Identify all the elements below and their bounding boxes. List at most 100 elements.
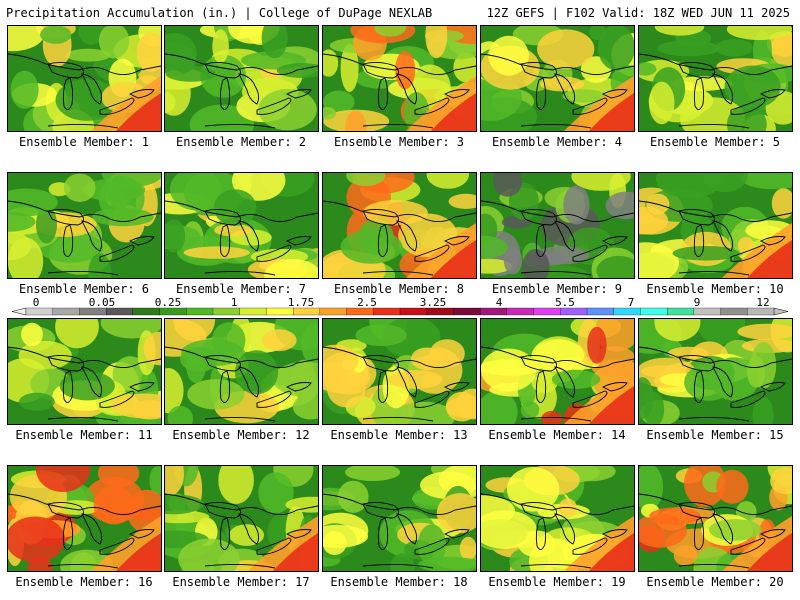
colorbar-swatch [52, 307, 80, 316]
valid-time: 12Z GEFS | F102 Valid: 18Z WED JUN 11 20… [486, 6, 790, 20]
precip-map [323, 319, 476, 424]
precip-map [481, 466, 634, 571]
great-lakes-outline [639, 53, 792, 129]
precip-map [8, 26, 161, 131]
ensemble-panel-16 [7, 465, 162, 572]
precip-map [165, 173, 318, 278]
colorbar-tick-label: 1.75 [287, 296, 315, 309]
colorbar-tick-label: 0.05 [88, 296, 116, 309]
colorbar-swatch [25, 307, 54, 316]
ensemble-panel-13 [322, 318, 477, 425]
great-lakes-outline [323, 200, 476, 276]
colorbar-swatch [747, 307, 775, 316]
ensemble-panel-20 [638, 465, 793, 572]
great-lakes-outline [639, 493, 792, 569]
precip-map [323, 466, 476, 571]
precip-map [323, 173, 476, 278]
colorbar-swatch [693, 307, 722, 316]
great-lakes-outline [165, 493, 318, 569]
colorbar-tick-label: 0.25 [154, 296, 182, 309]
ensemble-panel-15 [638, 318, 793, 425]
precip-map [8, 466, 161, 571]
ensemble-member-label: Ensemble Member: 17 [172, 575, 310, 589]
precip-map [8, 173, 161, 278]
colorbar-swatch [613, 307, 641, 316]
precip-map [165, 466, 318, 571]
ensemble-member-label: Ensemble Member: 16 [15, 575, 153, 589]
precip-map [481, 319, 634, 424]
ensemble-member-label: Ensemble Member: 19 [488, 575, 626, 589]
colorbar-swatch [292, 307, 321, 316]
colorbar-swatch [212, 307, 241, 316]
ensemble-panel-4 [480, 25, 635, 132]
ensemble-member-label: Ensemble Member: 18 [330, 575, 468, 589]
ensemble-member-label: Ensemble Member: 10 [646, 282, 784, 296]
ensemble-member-label: Ensemble Member: 9 [491, 282, 623, 296]
colorbar-swatch [373, 307, 401, 316]
colorbar-swatch [346, 307, 374, 316]
ensemble-member-label: Ensemble Member: 3 [333, 135, 465, 149]
colorbar-swatch [533, 307, 561, 316]
great-lakes-outline [639, 200, 792, 276]
colorbar-swatch [666, 307, 695, 316]
ensemble-panel-17 [164, 465, 319, 572]
colorbar-swatch [319, 307, 348, 316]
ensemble-panel-2 [164, 25, 319, 132]
colorbar-swatch [720, 307, 748, 316]
colorbar-swatch [266, 307, 294, 316]
colorbar-tick-label: 3.25 [419, 296, 447, 309]
colorbar-swatch [159, 307, 187, 316]
ensemble-panel-9 [480, 172, 635, 279]
precip-map [639, 319, 792, 424]
colorbar-swatch [399, 307, 428, 316]
ensemble-member-label: Ensemble Member: 13 [330, 428, 468, 442]
colorbar-swatch [640, 307, 668, 316]
precip-map [639, 466, 792, 571]
ensemble-panel-10 [638, 172, 793, 279]
great-lakes-outline [165, 53, 318, 129]
precip-map [165, 26, 318, 131]
colorbar-tick-label: 4 [495, 296, 503, 309]
precip-map [323, 26, 476, 131]
ensemble-member-label: Ensemble Member: 14 [488, 428, 626, 442]
colorbar-swatch [79, 307, 107, 316]
great-lakes-outline [165, 346, 318, 422]
great-lakes-outline [8, 200, 161, 276]
precip-colorbar [12, 307, 788, 316]
ensemble-member-label: Ensemble Member: 7 [175, 282, 307, 296]
colorbar-swatch [560, 307, 588, 316]
ensemble-panel-12 [164, 318, 319, 425]
ensemble-member-label: Ensemble Member: 4 [491, 135, 623, 149]
ensemble-panel-3 [322, 25, 477, 132]
colorbar-swatch [132, 307, 161, 316]
great-lakes-outline [8, 53, 161, 129]
great-lakes-outline [323, 493, 476, 569]
great-lakes-outline [481, 346, 634, 422]
colorbar-tick-label: 9 [693, 296, 701, 309]
great-lakes-outline [481, 493, 634, 569]
ensemble-member-label: Ensemble Member: 1 [18, 135, 150, 149]
colorbar-tick-label: 7 [627, 296, 635, 309]
ensemble-member-label: Ensemble Member: 2 [175, 135, 307, 149]
colorbar-tick-label: 5.5 [555, 296, 575, 309]
colorbar-swatch [453, 307, 481, 316]
map-title: Precipitation Accumulation (in.) | Colle… [6, 6, 433, 20]
great-lakes-outline [481, 200, 634, 276]
precip-map [8, 319, 161, 424]
precip-map [481, 173, 634, 278]
colorbar-swatch [479, 307, 508, 316]
colorbar-swatch [186, 307, 214, 316]
colorbar-swatch [506, 307, 535, 316]
colorbar-swatch [239, 307, 267, 316]
colorbar-swatch [586, 307, 615, 316]
ensemble-panel-6 [7, 172, 162, 279]
ensemble-panel-18 [322, 465, 477, 572]
great-lakes-outline [481, 53, 634, 129]
ensemble-member-label: Ensemble Member: 5 [649, 135, 781, 149]
ensemble-panel-19 [480, 465, 635, 572]
ensemble-member-label: Ensemble Member: 12 [172, 428, 310, 442]
ensemble-panel-5 [638, 25, 793, 132]
ensemble-panel-14 [480, 318, 635, 425]
colorbar-tick-label: 1 [230, 296, 238, 309]
great-lakes-outline [8, 493, 161, 569]
